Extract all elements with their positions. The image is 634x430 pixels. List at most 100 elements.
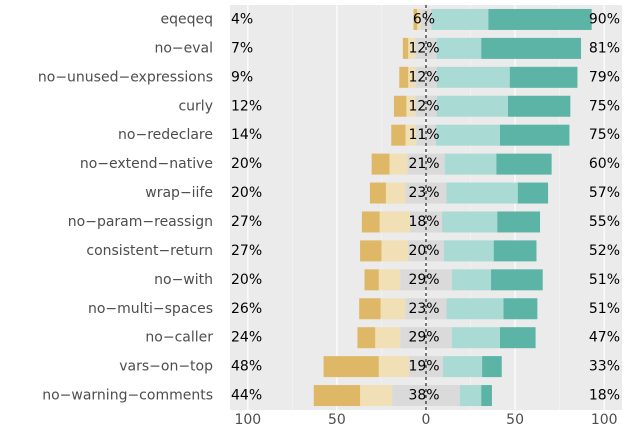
bar-segment xyxy=(416,124,436,146)
bar-segment xyxy=(459,385,482,407)
bar-segment xyxy=(442,356,483,378)
right-percent: 51% xyxy=(589,301,620,317)
bar-segment xyxy=(381,240,409,262)
right-percent: 75% xyxy=(589,127,620,143)
left-percent: 48% xyxy=(231,359,262,375)
left-percent: 26% xyxy=(231,301,262,317)
y-tick-label: consistent−return xyxy=(86,243,213,259)
y-tick-label: no−unused−expressions xyxy=(38,69,213,85)
bar-segment xyxy=(444,153,497,175)
bar-segment xyxy=(509,66,578,88)
neutral-percent: 21% xyxy=(408,156,439,172)
y-tick-label: curly xyxy=(178,98,213,114)
bar-segment xyxy=(323,356,379,378)
bar-segment xyxy=(313,385,361,407)
neutral-percent: 18% xyxy=(408,214,439,230)
right-percent: 90% xyxy=(589,11,620,27)
x-tick-label: 100 xyxy=(591,412,618,428)
y-tick-label: vars−on−top xyxy=(119,359,213,375)
bar-segment xyxy=(407,153,445,175)
bar-segment xyxy=(482,356,502,378)
bar-segment xyxy=(497,211,541,233)
bar-segment xyxy=(451,327,500,349)
left-percent: 20% xyxy=(231,272,262,288)
bar-segment xyxy=(379,211,410,233)
bar-segment xyxy=(435,124,500,146)
neutral-percent: 12% xyxy=(408,40,439,56)
y-tick-label: no−multi−spaces xyxy=(88,301,213,317)
bar-segment xyxy=(446,182,518,204)
bar-segment xyxy=(481,385,492,407)
bar-segment xyxy=(481,37,582,59)
bar-segment xyxy=(503,298,538,320)
left-percent: 27% xyxy=(231,243,262,259)
bar-segment xyxy=(499,327,536,349)
y-tick-label: no−extend−native xyxy=(80,156,213,172)
y-tick-label: no−with xyxy=(154,272,213,288)
right-percent: 79% xyxy=(589,69,620,85)
bar-segment xyxy=(391,124,406,146)
x-tick-label: 0 xyxy=(422,412,431,428)
bar-segment xyxy=(415,95,437,117)
left-percent: 12% xyxy=(231,98,262,114)
bar-segment xyxy=(385,182,406,204)
bar-segment xyxy=(436,37,482,59)
bar-segment xyxy=(359,298,381,320)
bar-segment xyxy=(517,182,549,204)
y-tick-label: no−warning−comments xyxy=(42,388,213,404)
neutral-percent: 29% xyxy=(408,330,439,346)
bar-segment xyxy=(436,95,508,117)
bar-segment xyxy=(389,153,408,175)
left-percent: 44% xyxy=(231,388,262,404)
left-percent: 7% xyxy=(231,40,253,56)
bar-segment xyxy=(380,298,406,320)
bar-segment xyxy=(371,153,390,175)
bar-segment xyxy=(360,240,382,262)
bar-segment xyxy=(402,37,409,59)
bar-segment xyxy=(408,240,444,262)
bar-segment xyxy=(499,124,570,146)
bar-segment xyxy=(399,66,409,88)
bar-segment xyxy=(442,211,498,233)
bar-segment xyxy=(436,66,510,88)
right-percent: 75% xyxy=(589,98,620,114)
left-percent: 14% xyxy=(231,127,262,143)
neutral-percent: 20% xyxy=(408,243,439,259)
bar-segment xyxy=(369,182,386,204)
right-percent: 55% xyxy=(589,214,620,230)
bar-segment xyxy=(378,269,401,291)
bar-segment xyxy=(400,269,452,291)
bar-segment xyxy=(405,298,447,320)
left-percent: 20% xyxy=(231,185,262,201)
neutral-percent: 19% xyxy=(408,359,439,375)
right-percent: 81% xyxy=(589,40,620,56)
x-tick-label: 100 xyxy=(234,412,261,428)
left-percent: 4% xyxy=(231,11,253,27)
left-percent: 24% xyxy=(231,330,262,346)
y-tick-label: no−param−reassign xyxy=(68,214,213,230)
bar-segment xyxy=(443,240,494,262)
bar-segment xyxy=(496,153,552,175)
bar-segment xyxy=(408,37,416,59)
y-tick-label: no−redeclare xyxy=(118,127,213,143)
bar-segment xyxy=(417,8,421,30)
bar-segment xyxy=(378,356,410,378)
x-tick-label: 50 xyxy=(328,412,346,428)
neutral-percent: 23% xyxy=(408,185,439,201)
bar-segment xyxy=(364,269,379,291)
neutral-percent: 38% xyxy=(408,388,439,404)
bar-segment xyxy=(491,269,543,291)
bar-segment xyxy=(493,240,537,262)
neutral-percent: 12% xyxy=(408,98,439,114)
right-percent: 33% xyxy=(589,359,620,375)
left-percent: 20% xyxy=(231,156,262,172)
bar-segment xyxy=(357,327,376,349)
bar-segment xyxy=(406,95,416,117)
neutral-percent: 29% xyxy=(408,272,439,288)
bar-segment xyxy=(446,298,504,320)
right-percent: 60% xyxy=(589,156,620,172)
right-percent: 18% xyxy=(589,388,620,404)
bar-segment xyxy=(408,66,416,88)
bar-segment xyxy=(488,8,592,30)
